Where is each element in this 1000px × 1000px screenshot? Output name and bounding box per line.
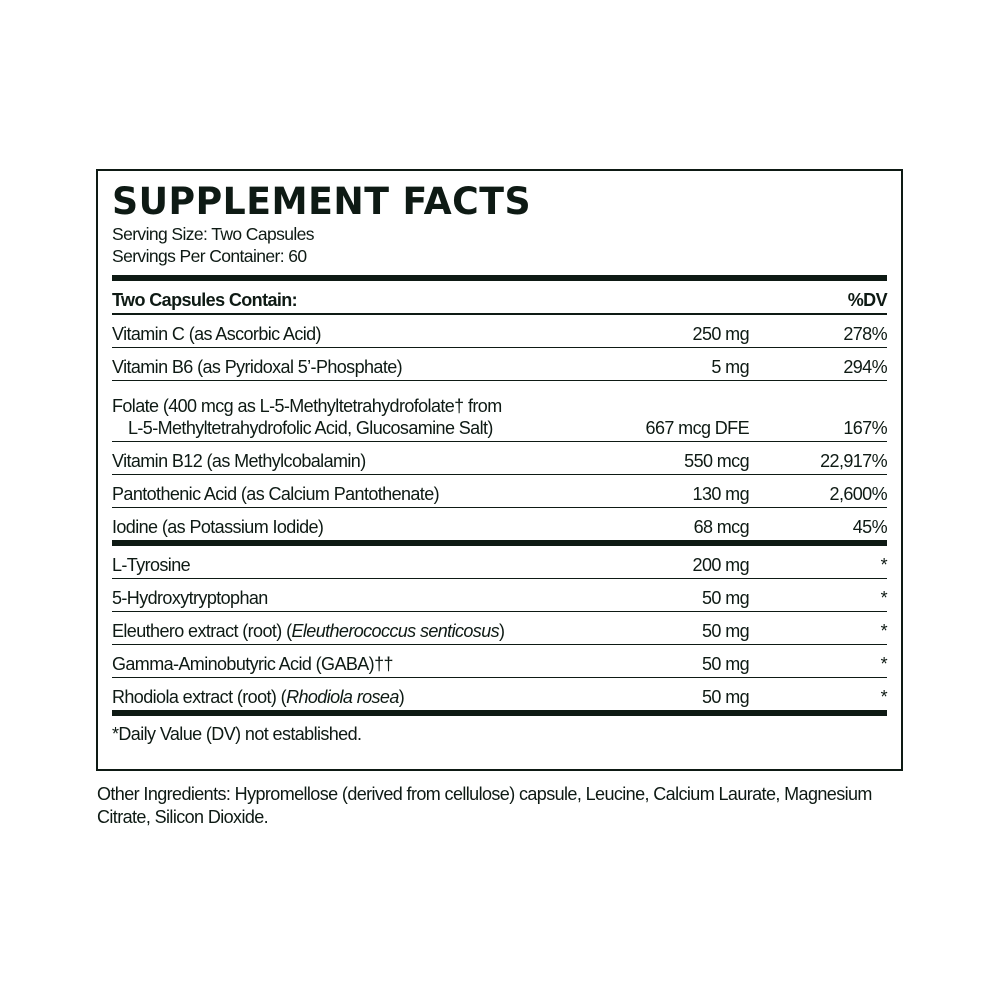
divider	[112, 380, 887, 381]
table-row: Pantothenic Acid (as Calcium Pantothenat…	[112, 475, 888, 507]
amount: 50 mg	[701, 687, 750, 707]
divider	[112, 313, 887, 315]
amount: 250 mg	[692, 324, 750, 344]
divider-thick	[112, 710, 887, 716]
ingredient-name: Rhodiola extract (root) (Rhodiola rosea)	[112, 687, 405, 707]
amount: 50 mg	[701, 621, 750, 641]
table-row: Iodine (as Potassium Iodide) 68 mcg 45%	[112, 508, 888, 540]
ingredient-name: Vitamin C (as Ascorbic Acid)	[112, 324, 322, 344]
table-row: L-Tyrosine 200 mg *	[112, 546, 888, 578]
ingredient-name: Folate (400 mcg as L-5-Methyltetrahydrof…	[112, 396, 502, 438]
amount: 667 mcg DFE	[645, 418, 750, 438]
daily-value: 167%	[843, 418, 887, 438]
daily-value: *	[880, 621, 888, 641]
table-row: Vitamin C (as Ascorbic Acid) 250 mg 278%	[112, 315, 888, 347]
table-row: Rhodiola extract (root) (Rhodiola rosea)…	[112, 678, 888, 710]
other-ingredients: Other Ingredients: Hypromellose (derived…	[97, 784, 872, 827]
ingredient-name: Pantothenic Acid (as Calcium Pantothenat…	[112, 484, 440, 504]
daily-value: 278%	[843, 324, 887, 344]
ingredient-name: Iodine (as Potassium Iodide)	[112, 517, 324, 537]
amount: 200 mg	[692, 555, 750, 575]
supplement-facts-panel: SUPPLEMENT FACTS Serving Size: Two Capsu…	[96, 169, 903, 771]
divider-thick	[112, 540, 887, 546]
serving-size: Serving Size: Two Capsules	[112, 224, 315, 244]
daily-value: *	[880, 654, 888, 674]
servings-per-container: Servings Per Container: 60	[112, 246, 307, 266]
divider	[112, 507, 887, 508]
daily-value: *	[880, 687, 888, 707]
divider	[112, 474, 887, 475]
header-dv: %DV	[847, 290, 888, 310]
ingredient-name: Gamma-Aminobutyric Acid (GABA)††	[112, 654, 394, 674]
table-row: Vitamin B6 (as Pyridoxal 5’-Phosphate) 5 …	[112, 348, 888, 380]
divider	[112, 644, 887, 645]
daily-value: 2,600%	[829, 484, 888, 504]
ingredient-name: L-Tyrosine	[112, 555, 191, 575]
footnote: *Daily Value (DV) not established.	[112, 724, 362, 744]
table-row: Vitamin B12 (as Methylcobalamin) 550 mcg 2…	[112, 442, 888, 474]
divider	[112, 578, 887, 579]
header-label: Two Capsules Contain:	[112, 290, 298, 310]
table-row: Eleuthero extract (root) (Eleutherococcu…	[112, 612, 888, 644]
ingredient-name: 5-Hydroxytryptophan	[112, 588, 268, 608]
divider	[112, 441, 887, 442]
divider	[112, 347, 887, 348]
ingredient-name: Eleuthero extract (root) (Eleutherococcu…	[112, 621, 505, 641]
daily-value: *	[880, 588, 888, 608]
amount: 50 mg	[701, 588, 750, 608]
daily-value: 294%	[843, 357, 887, 377]
amount: 5 mg	[711, 357, 749, 377]
table-row: Folate (400 mcg as L-5-Methyltetrahydrof…	[112, 381, 888, 441]
ingredient-name: Vitamin B6 (as Pyridoxal 5’-Phosphate)	[112, 357, 403, 377]
daily-value: 45%	[852, 517, 888, 537]
table-row: Gamma-Aminobutyric Acid (GABA)†† 50 mg *	[112, 645, 888, 677]
amount: 68 mcg	[693, 517, 750, 537]
divider-thick	[112, 275, 887, 281]
amount: 50 mg	[701, 654, 750, 674]
divider	[112, 611, 887, 612]
divider	[112, 677, 887, 678]
daily-value: *	[880, 555, 888, 575]
panel-title: SUPPLEMENT FACTS	[112, 180, 532, 223]
ingredient-name: Vitamin B12 (as Methylcobalamin)	[112, 451, 366, 471]
table-row: 5-Hydroxytryptophan 50 mg *	[112, 579, 888, 611]
daily-value: 22,917%	[820, 451, 887, 471]
amount: 550 mcg	[684, 451, 749, 471]
amount: 130 mg	[692, 484, 750, 504]
table-header: Two Capsules Contain: %DV	[112, 281, 888, 313]
